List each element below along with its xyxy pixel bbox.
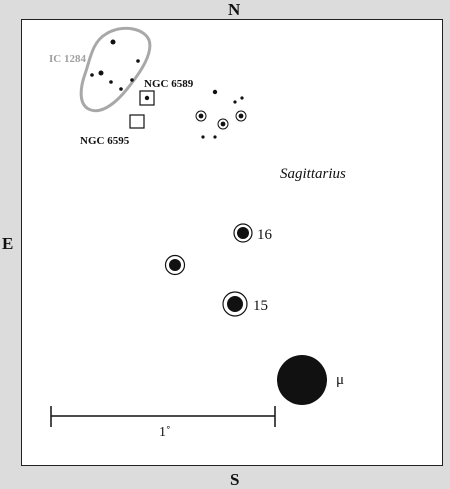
- star: [198, 113, 204, 119]
- constellation-label: Sagittarius: [280, 166, 346, 182]
- star-chart-svg: IC 1284 NGC 6589 NGC 6595 Sagittarius: [49, 26, 346, 440]
- star-15-ring: [222, 291, 248, 317]
- star: [201, 135, 205, 139]
- star-16: [237, 227, 249, 239]
- north-label: N: [228, 0, 241, 19]
- star-mu-label: μ: [336, 372, 344, 388]
- star-15: [227, 296, 243, 312]
- ngc6595-marker: [129, 114, 145, 129]
- star-ringed: [164, 254, 186, 276]
- star: [110, 39, 116, 45]
- star-16-label: 16: [257, 227, 273, 243]
- scale-label: 1˚: [159, 425, 171, 440]
- ngc6589-label: NGC 6589: [144, 78, 194, 90]
- star: [169, 259, 181, 271]
- star: [240, 96, 244, 100]
- star: [144, 95, 150, 101]
- star: [220, 121, 226, 127]
- star: [130, 78, 134, 82]
- star: [136, 59, 140, 63]
- star: [109, 80, 113, 84]
- star: [90, 73, 94, 77]
- ngc6589-marker: [139, 90, 155, 106]
- star-ringed: [217, 118, 229, 130]
- star: [233, 100, 237, 104]
- star-ringed: [235, 110, 247, 122]
- star-15-label: 15: [253, 298, 268, 314]
- star: [98, 70, 104, 76]
- scale-bar: [50, 406, 276, 427]
- star-16-ring: [233, 223, 253, 243]
- ic1284-nebula-outline: [79, 26, 152, 113]
- east-label: E: [2, 234, 14, 253]
- ngc6595-label: NGC 6595: [80, 135, 130, 147]
- star-ringed: [195, 110, 207, 122]
- star: [119, 87, 123, 91]
- star: [213, 135, 217, 139]
- star: [212, 89, 218, 95]
- south-label: S: [230, 470, 240, 489]
- star-mu: [277, 355, 327, 405]
- star-chart: IC 1284 NGC 6589 NGC 6595 Sagittarius: [21, 19, 443, 466]
- star: [238, 113, 244, 119]
- ic1284-label: IC 1284: [49, 53, 86, 65]
